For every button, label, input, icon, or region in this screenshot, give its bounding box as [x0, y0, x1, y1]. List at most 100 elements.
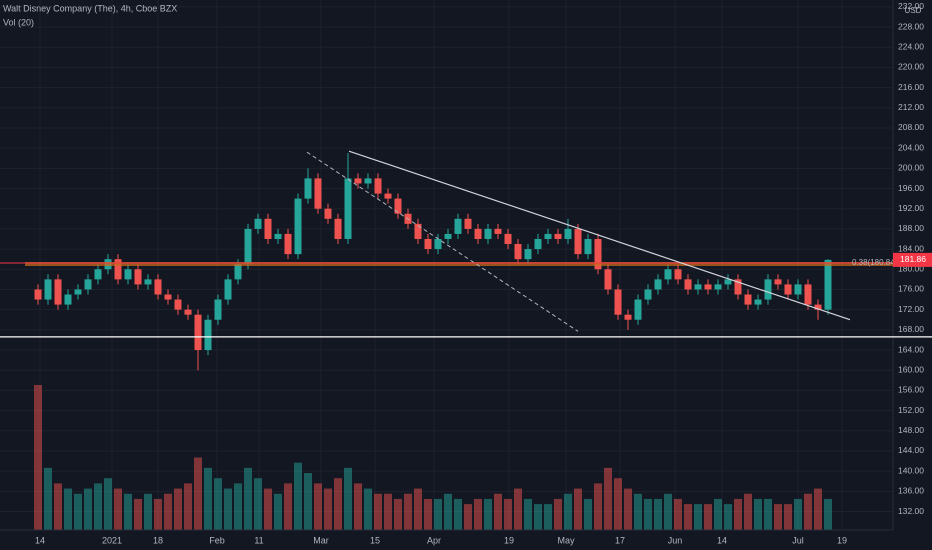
candle-body — [524, 249, 532, 260]
candle-body — [704, 284, 712, 290]
candle-body — [634, 299, 642, 320]
volume-bar — [114, 488, 122, 530]
x-tick-label: 19 — [837, 535, 847, 545]
dashed-trendline — [306, 151, 579, 332]
candle-body — [474, 228, 482, 239]
volume-bar — [484, 498, 492, 530]
x-tick-label: 11 — [254, 535, 263, 545]
y-tick-label: 172.00 — [898, 304, 924, 314]
y-tick-label: 192.00 — [898, 203, 924, 213]
x-tick-label: Feb — [209, 535, 225, 545]
candle-body — [304, 178, 312, 199]
volume-bar — [604, 467, 612, 530]
candle-body — [594, 238, 602, 270]
volume-bar — [434, 498, 442, 530]
volume-bar — [534, 504, 542, 530]
x-tick-label: Jun — [668, 535, 683, 545]
volume-bar — [754, 498, 762, 530]
candle-body — [764, 279, 772, 300]
candle-body — [824, 259, 832, 310]
volume-bar — [374, 493, 382, 530]
volume-bar — [664, 493, 672, 530]
y-tick-label: 164.00 — [898, 344, 924, 354]
candle-body — [264, 218, 272, 239]
candle-body — [424, 238, 432, 250]
candle-body — [34, 289, 42, 300]
x-tick-label: 14 — [717, 535, 727, 545]
candle-body — [194, 314, 202, 351]
volume-bar — [734, 498, 742, 530]
trendline — [348, 150, 851, 321]
candle-body — [564, 228, 572, 239]
candle-body — [44, 279, 52, 300]
volume-bar — [134, 498, 142, 530]
x-tick-label: Jul — [792, 535, 804, 545]
volume-bar — [654, 498, 662, 530]
y-tick-label: 152.00 — [898, 405, 924, 415]
x-tick-label: 2021 — [102, 535, 122, 545]
volume-bar — [784, 504, 792, 530]
candle-body — [584, 238, 592, 255]
volume-bar — [494, 493, 502, 530]
candle-body — [64, 294, 72, 305]
volume-bar — [424, 498, 432, 530]
candle-body — [454, 218, 462, 234]
volume-bar — [624, 488, 632, 530]
y-tick-label: 228.00 — [898, 21, 924, 31]
volume-bar — [314, 483, 322, 530]
volume-bar — [174, 488, 182, 530]
volume-bar — [584, 498, 592, 530]
volume-bar — [34, 385, 42, 530]
volume-bar — [514, 488, 522, 530]
volume-bar — [224, 488, 232, 530]
y-tick-label: 216.00 — [898, 82, 924, 92]
y-tick-label: 208.00 — [898, 122, 924, 132]
candle-body — [464, 218, 472, 229]
x-tick-label: 17 — [615, 535, 625, 545]
volume-bar — [714, 498, 722, 530]
candle-body — [354, 178, 362, 184]
y-tick-label: 220.00 — [898, 62, 924, 72]
candle-body — [554, 233, 562, 239]
volume-bar — [44, 467, 52, 530]
volume-bar — [444, 493, 452, 530]
volume-bar — [504, 498, 512, 530]
volume-bar — [154, 498, 162, 530]
candle-body — [174, 299, 182, 310]
candle-body — [544, 233, 552, 239]
candle-body — [394, 198, 402, 214]
candle-body — [414, 223, 422, 239]
candle-body — [724, 279, 732, 285]
volume-bar — [54, 483, 62, 530]
volume-bar — [94, 483, 102, 530]
y-tick-label: 160.00 — [898, 364, 924, 374]
y-tick-label: 156.00 — [898, 385, 924, 395]
volume-bar — [614, 478, 622, 530]
candle-body — [144, 279, 152, 285]
candle-body — [384, 193, 392, 199]
volume-bar — [284, 483, 292, 530]
y-tick-label: 176.00 — [898, 284, 924, 294]
candle-body — [484, 228, 492, 239]
candle-body — [434, 238, 442, 250]
volume-bar — [454, 498, 462, 530]
volume-bar — [644, 498, 652, 530]
y-tick-label: 212.00 — [898, 102, 924, 112]
candle-body — [124, 269, 132, 280]
volume-bar — [594, 483, 602, 530]
chart-title: Walt Disney Company (The), 4h, Cboe BZX — [3, 3, 177, 13]
candle-body — [234, 264, 242, 280]
volume-bar — [694, 504, 702, 530]
y-tick-label: 168.00 — [898, 324, 924, 334]
candle-body — [534, 238, 542, 250]
candle-body — [284, 233, 292, 255]
y-tick-label: 180.00 — [898, 264, 924, 274]
volume-bar — [74, 493, 82, 530]
candle-body — [814, 304, 822, 310]
volume-bar — [394, 498, 402, 530]
x-tick-label: 14 — [35, 535, 45, 545]
y-tick-label: 188.00 — [898, 223, 924, 233]
candle-body — [624, 314, 632, 320]
